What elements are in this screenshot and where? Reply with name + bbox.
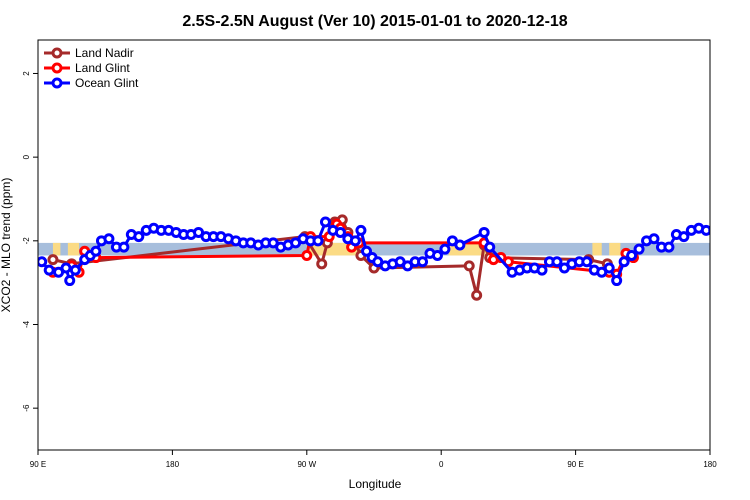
- y-tick-label: 2: [22, 71, 31, 76]
- data-point: [312, 235, 324, 247]
- x-tick-label: 180: [703, 460, 717, 469]
- data-point: [536, 264, 548, 276]
- legend-label: Ocean Glint: [75, 76, 139, 90]
- legend-label: Land Glint: [75, 61, 130, 75]
- data-point: [551, 256, 563, 268]
- data-point: [454, 239, 466, 251]
- legend-marker: [51, 77, 63, 89]
- data-point: [626, 249, 638, 261]
- x-tick-label: 90 W: [297, 460, 316, 469]
- data-point: [431, 249, 443, 261]
- land-band-segment: [67, 242, 80, 256]
- y-tick-label: 0: [22, 154, 31, 159]
- data-point: [478, 226, 490, 238]
- data-point: [133, 231, 145, 243]
- land-band-segment: [306, 242, 360, 256]
- data-point: [611, 275, 623, 287]
- y-tick-label: -6: [22, 404, 31, 412]
- data-point: [471, 289, 483, 301]
- data-point: [603, 262, 615, 274]
- data-point: [663, 241, 675, 253]
- data-point: [361, 245, 373, 257]
- axes: 90 E 180 90 W 0 90 E 180 2 0 -2 -4 -6: [22, 39, 717, 469]
- data-point: [678, 231, 690, 243]
- data-point: [103, 233, 115, 245]
- data-point: [633, 243, 645, 255]
- legend-label: Land Nadir: [75, 46, 134, 60]
- data-point: [43, 264, 55, 276]
- data-point: [355, 224, 367, 236]
- data-point: [618, 256, 630, 268]
- data-point: [334, 226, 346, 238]
- data-point: [38, 256, 48, 268]
- y-tick-label: -2: [22, 237, 31, 245]
- land-band-segment: [52, 242, 61, 256]
- data-point: [319, 216, 331, 228]
- data-point: [700, 224, 710, 236]
- data-point: [417, 256, 429, 268]
- data-point: [301, 249, 313, 261]
- data-point: [60, 262, 72, 274]
- data-point: [484, 241, 496, 253]
- data-point: [47, 254, 59, 266]
- data-point: [463, 260, 475, 272]
- plot-area: [38, 214, 710, 301]
- x-tick-label: 180: [166, 460, 180, 469]
- x-tick-label: 0: [439, 460, 444, 469]
- y-tick-label: -4: [22, 320, 31, 328]
- ocean-band: [38, 242, 710, 256]
- data-point: [439, 243, 451, 255]
- x-tick-label: 90 E: [30, 460, 46, 469]
- data-point: [64, 275, 76, 287]
- chart-title: 2.5S-2.5N August (Ver 10) 2015-01-01 to …: [182, 13, 567, 30]
- legend-marker: [51, 47, 63, 59]
- data-point: [349, 235, 361, 247]
- data-point: [648, 233, 660, 245]
- land-band-segment: [592, 242, 602, 256]
- y-axis-label: XCO2 - MLO trend (ppm): [0, 178, 13, 313]
- data-point: [708, 226, 710, 235]
- x-tick-label: 90 E: [567, 460, 583, 469]
- data-point: [90, 245, 102, 257]
- data-point: [316, 258, 328, 270]
- data-point: [581, 256, 593, 268]
- x-axis-label: Longitude: [349, 477, 402, 491]
- data-point: [118, 241, 130, 253]
- legend-marker: [51, 62, 63, 74]
- land-band-segment: [609, 242, 621, 256]
- plot-frame: [37, 39, 711, 451]
- data-point: [69, 264, 81, 276]
